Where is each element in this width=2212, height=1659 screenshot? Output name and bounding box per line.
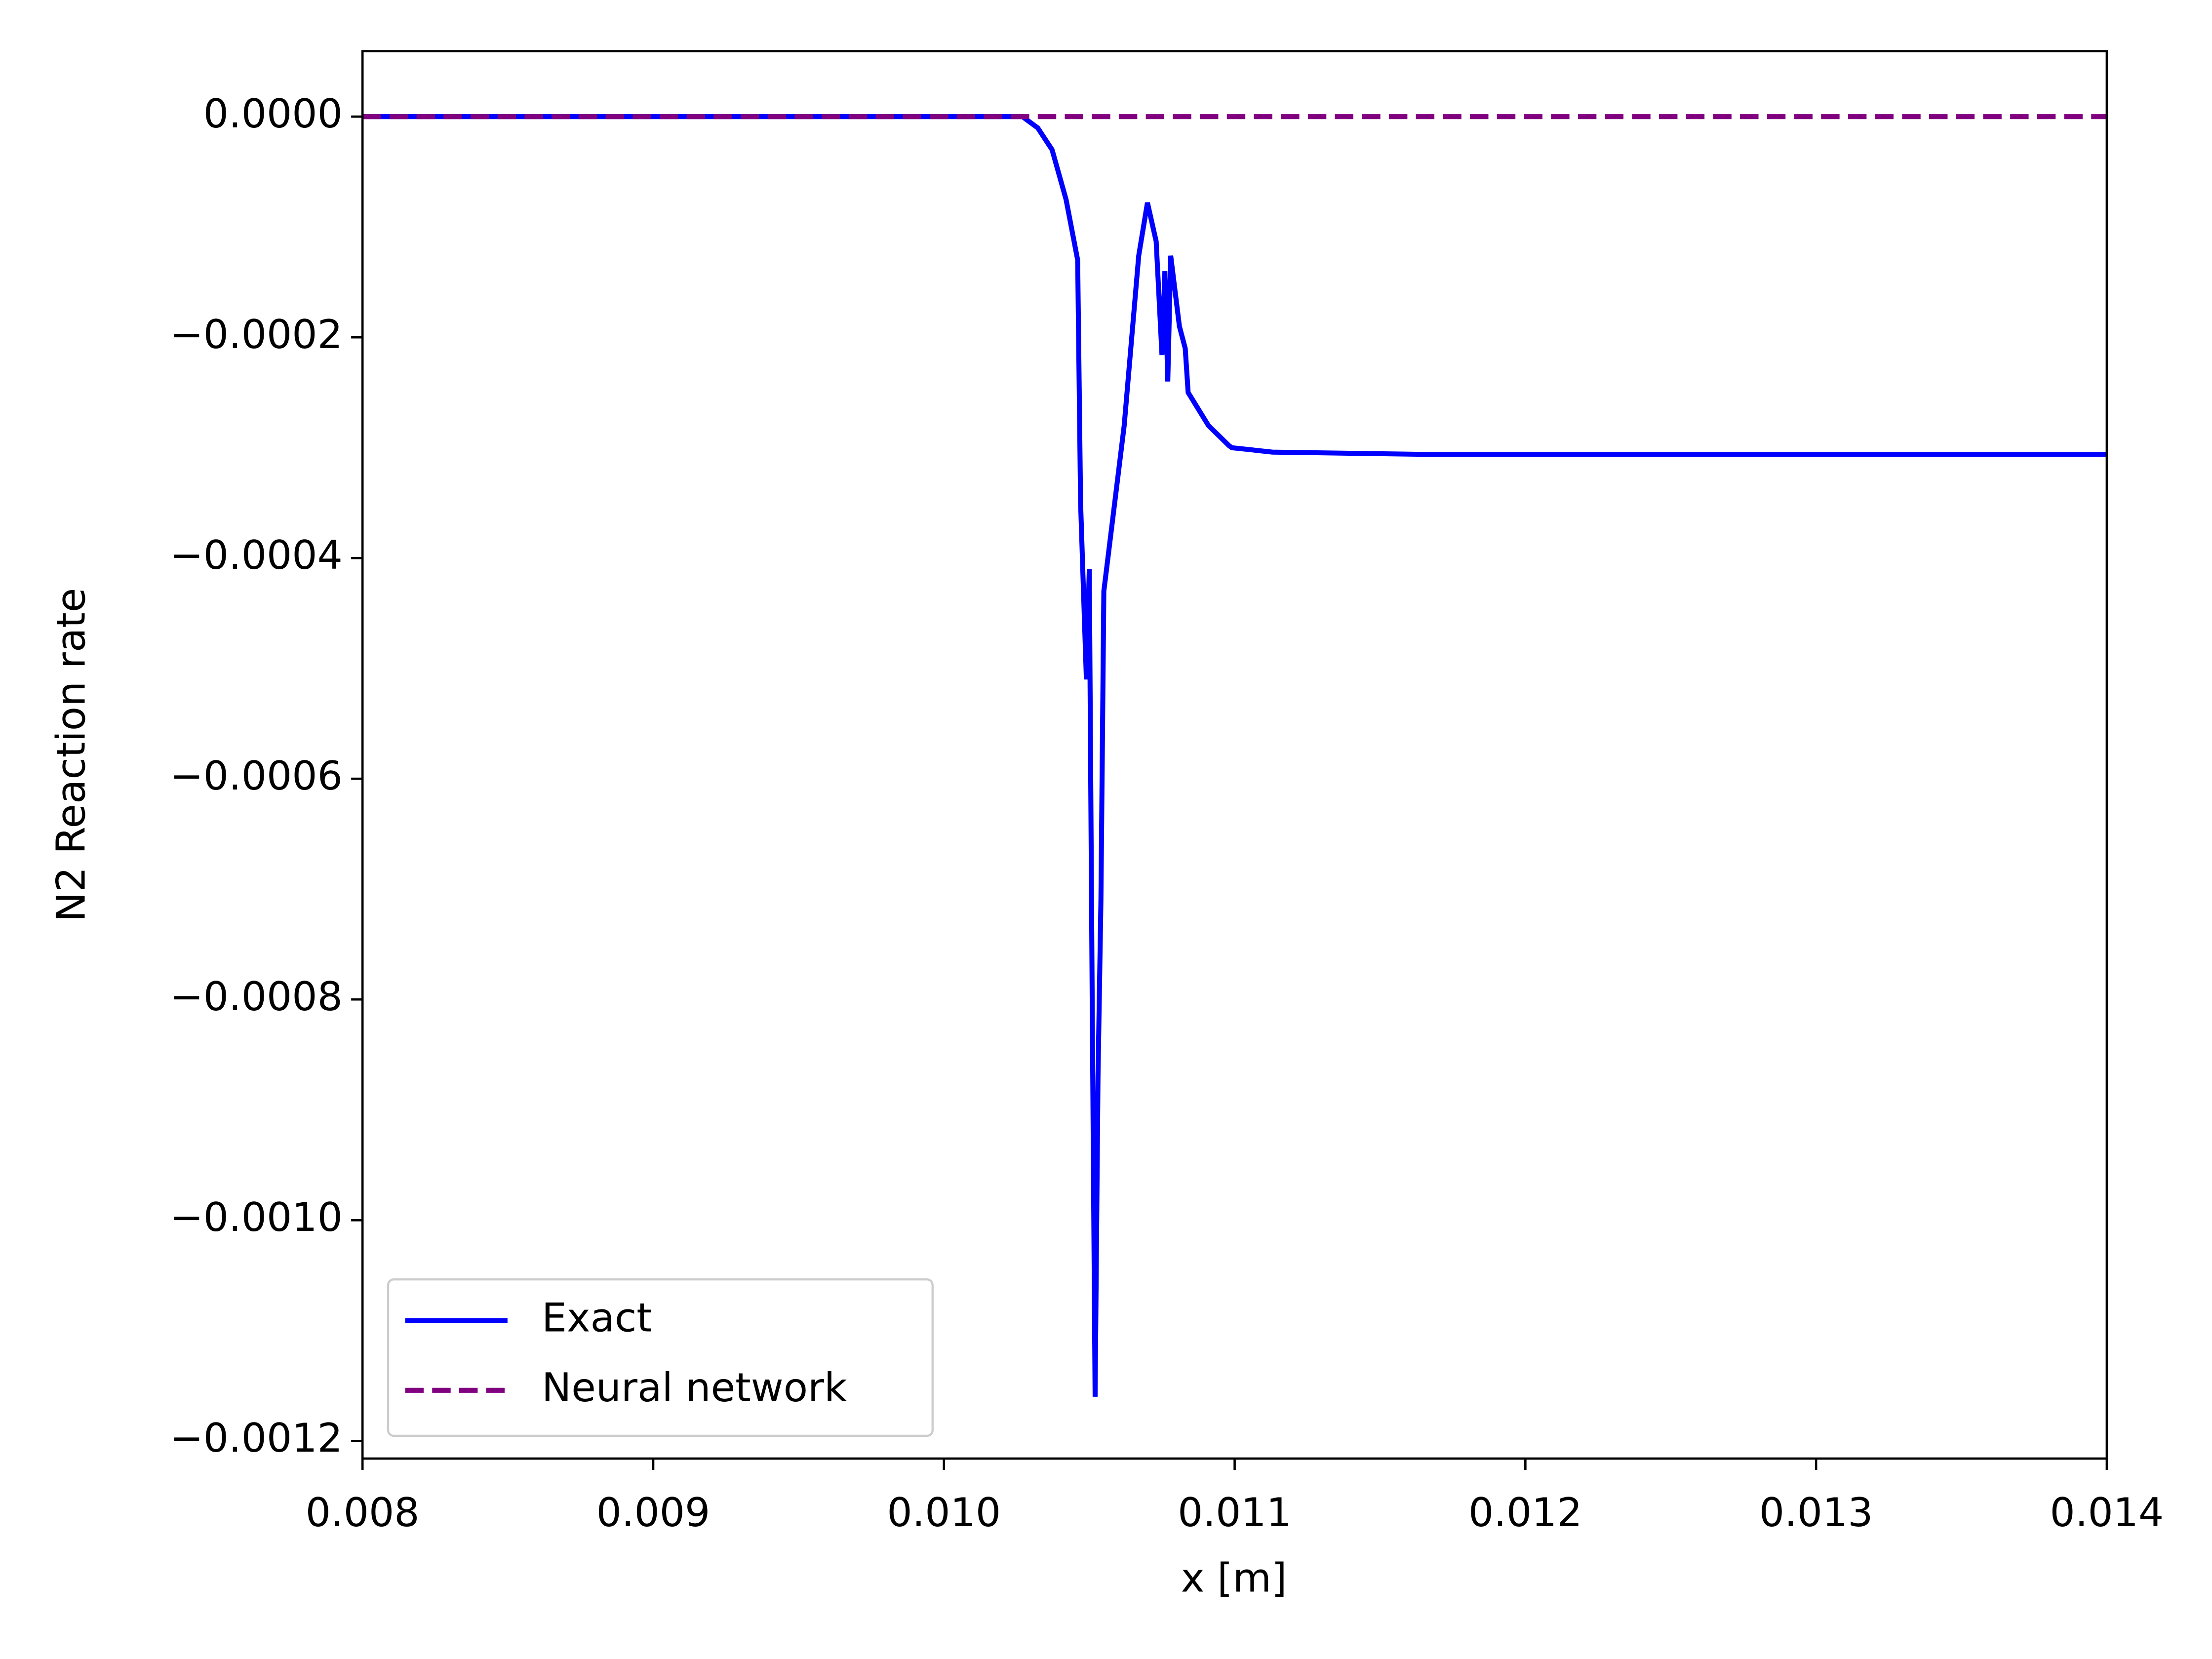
- x-tick-label: 0.009: [596, 1490, 711, 1536]
- x-tick-label: 0.011: [1178, 1490, 1292, 1536]
- y-tick-label: −0.0012: [170, 1415, 343, 1462]
- axes-frame: [361, 50, 2108, 1460]
- y-tick-label: −0.0004: [170, 532, 343, 579]
- y-tick-label: −0.0002: [170, 312, 343, 358]
- x-axis-label: x [m]: [1181, 1555, 1287, 1602]
- x-tick-label: 0.010: [887, 1490, 1001, 1536]
- y-tick-label: −0.0006: [170, 753, 343, 799]
- x-tick-label: 0.008: [306, 1490, 420, 1536]
- legend: Exact Neural network: [387, 1278, 934, 1437]
- legend-box: [387, 1278, 934, 1437]
- x-tick-label: 0.013: [1759, 1490, 1873, 1536]
- legend-label: Neural network: [542, 1365, 847, 1411]
- legend-label: Exact: [542, 1295, 652, 1342]
- y-axis-label: N2 Reaction rate: [48, 588, 95, 922]
- x-tick-label: 0.012: [1468, 1490, 1582, 1536]
- y-tick-label: −0.0008: [170, 974, 343, 1020]
- plot-area: [362, 114, 2107, 1397]
- y-tick-label: −0.0010: [170, 1194, 343, 1241]
- y-tick-label: 0.0000: [203, 91, 343, 137]
- x-tick-label: 0.014: [2050, 1490, 2164, 1536]
- series-line: [362, 114, 2107, 1397]
